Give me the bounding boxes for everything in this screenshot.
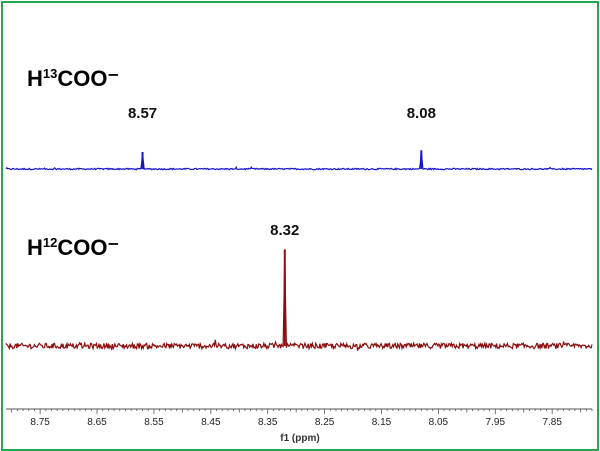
x-tick-label: 8.05 (429, 417, 449, 428)
peak-label: 8.57 (128, 105, 157, 122)
x-axis-label: f1 (ppm) (280, 433, 319, 444)
x-tick-label: 8.45 (201, 417, 221, 428)
x-tick-label: 8.15 (372, 417, 392, 428)
series-label-h12: H12COO⁻ (27, 235, 119, 260)
spectrum-line-h13 (5, 151, 593, 171)
spectrum-line-h12 (5, 252, 593, 352)
x-tick-label: 8.65 (87, 417, 107, 428)
x-tick-label: 8.75 (30, 417, 50, 428)
x-tick-label: 8.25 (315, 417, 335, 428)
peak-label: 8.08 (407, 105, 436, 122)
x-tick-label: 8.55 (144, 417, 164, 428)
x-tick-label: 7.95 (486, 417, 506, 428)
x-tick-label: 8.35 (258, 417, 278, 428)
x-tick-label: 7.85 (542, 417, 562, 428)
peak-label: 8.32 (270, 222, 299, 239)
series-label-h13: H13COO⁻ (27, 66, 119, 91)
